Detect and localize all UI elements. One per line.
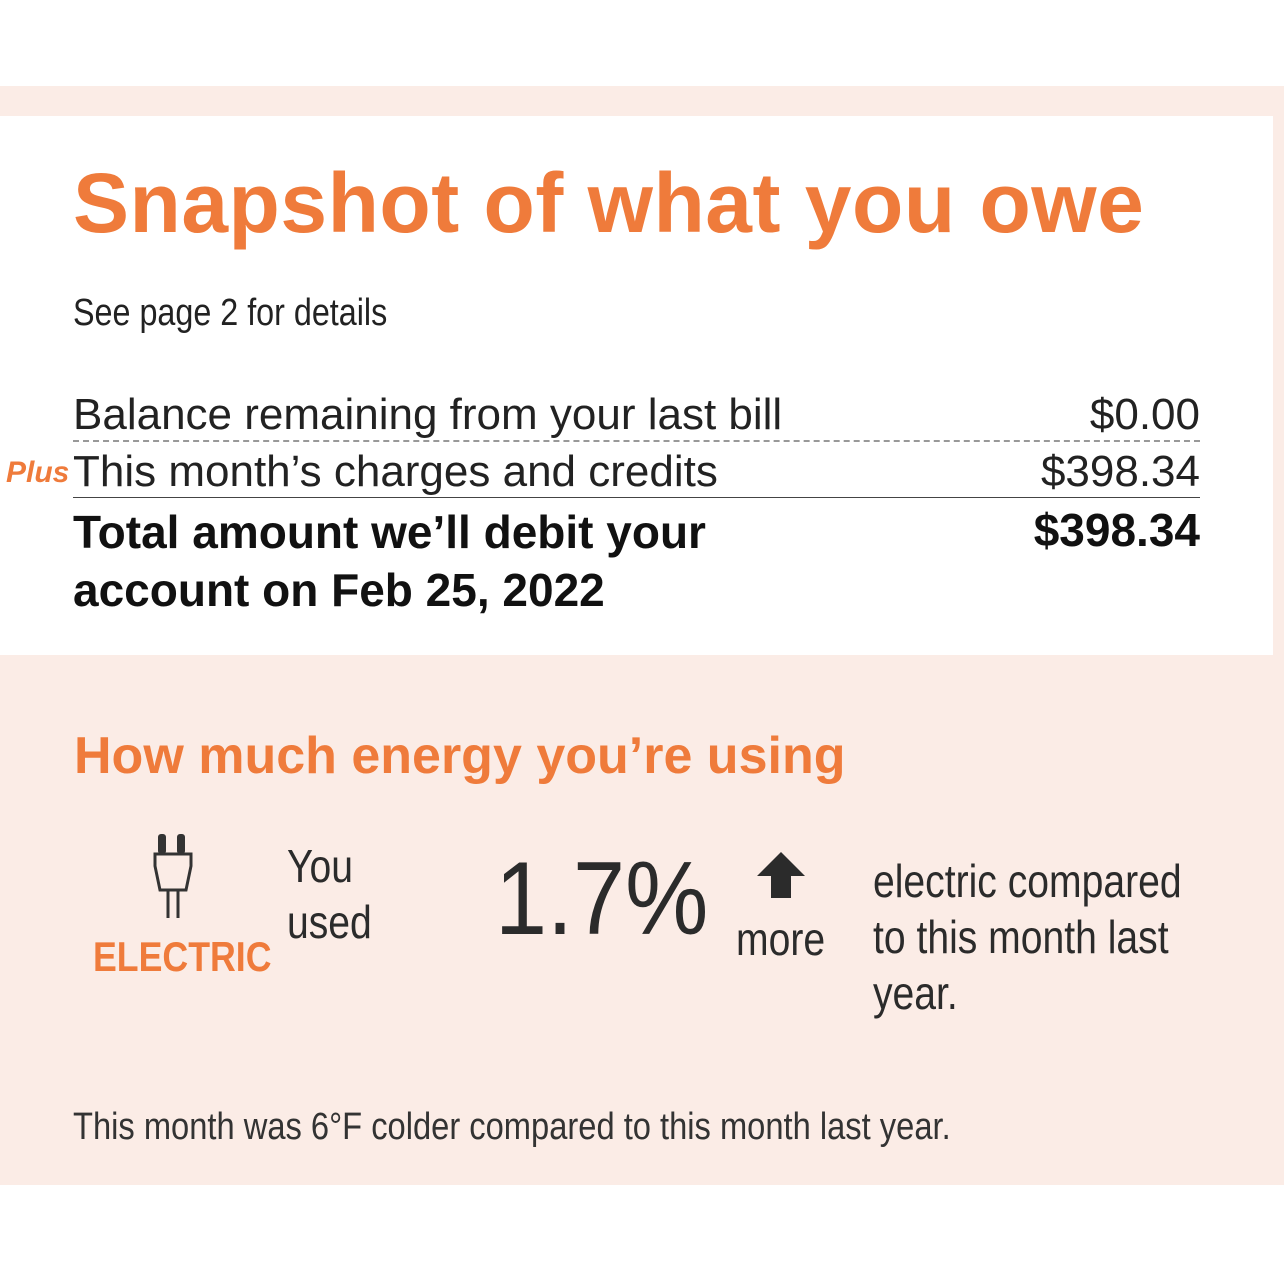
comparison-line3: year. — [873, 967, 958, 1019]
charges-amount: $398.34 — [1040, 447, 1200, 496]
snapshot-subtitle: See page 2 for details — [73, 292, 388, 334]
weather-note: This month was 6°F colder compared to th… — [73, 1106, 951, 1148]
you-used-line1: You — [287, 840, 353, 892]
energy-title: How much energy you’re using — [74, 727, 846, 785]
balance-amount: $0.00 — [1089, 390, 1200, 439]
total-label-line2: account on Feb 25, 2022 — [73, 564, 605, 616]
direction-label: more — [736, 913, 826, 965]
you-used-line2: used — [287, 896, 372, 948]
usage-percent: 1.7% — [495, 841, 709, 957]
arrow-up-icon — [755, 850, 807, 905]
balance-row: Balance remaining from your last bill $0… — [73, 390, 1200, 442]
total-label-line1: Total amount we’ll debit your — [73, 506, 706, 558]
snapshot-card — [0, 116, 1273, 655]
electric-label: ELECTRIC — [93, 933, 272, 980]
total-label: Total amount we’ll debit your account on… — [73, 503, 706, 619]
charges-label: This month’s charges and credits — [73, 447, 718, 496]
you-used-text: You used — [287, 838, 372, 950]
comparison-line1: electric compared — [873, 855, 1182, 907]
charges-row: This month’s charges and credits $398.34 — [73, 447, 1200, 498]
plug-icon — [150, 832, 196, 925]
plus-prefix: Plus — [6, 456, 70, 489]
balance-label: Balance remaining from your last bill — [73, 390, 783, 439]
comparison-text: electric compared to this month last yea… — [873, 853, 1182, 1021]
snapshot-title: Snapshot of what you owe — [73, 156, 1145, 250]
comparison-line2: to this month last — [873, 911, 1169, 963]
total-amount: $398.34 — [1033, 504, 1200, 556]
